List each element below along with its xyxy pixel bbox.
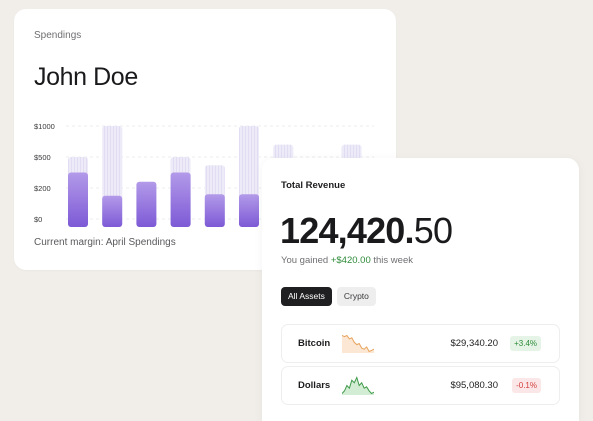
revenue-amount-decimal: 50 <box>413 210 453 251</box>
change-badge: -0.1% <box>512 378 541 393</box>
gain-prefix: You gained <box>281 255 331 266</box>
gain-suffix: this week <box>370 255 413 266</box>
revenue-title: Total Revenue <box>281 180 346 191</box>
y-tick-label: $200 <box>34 184 51 193</box>
asset-tabs: All Assets Crypto <box>281 287 376 306</box>
spendings-card: Spendings John Doe $1000 $500 $200 $0 Curre… <box>14 9 396 270</box>
current-bar <box>136 181 157 227</box>
tab-all-assets[interactable]: All Assets <box>281 287 332 306</box>
gain-value: +$420.00 <box>330 255 371 266</box>
sparkline-area <box>342 377 374 395</box>
revenue-amount-integer: 124,420. <box>280 210 415 251</box>
revenue-amount: 124,420.50 <box>280 210 453 252</box>
weekly-gain-text: You gained +$420.00 this week <box>281 255 413 266</box>
user-name: John Doe <box>34 63 138 91</box>
asset-row-dollars[interactable]: Dollars $95,080.30 -0.1% <box>281 366 560 405</box>
bitcoin-sparkline <box>342 334 374 353</box>
dollars-sparkline <box>342 376 374 395</box>
current-bar <box>170 172 191 227</box>
asset-name: Bitcoin <box>298 338 331 349</box>
revenue-card: Total Revenue 124,420.50 You gained +$42… <box>262 158 579 421</box>
current-bar <box>204 194 225 227</box>
y-tick-label: $500 <box>34 153 51 162</box>
tab-crypto[interactable]: Crypto <box>336 287 376 306</box>
y-axis-ticks: $1000 $500 $200 $0 <box>34 122 55 224</box>
sparkline-line <box>342 376 374 395</box>
y-tick-label: $1000 <box>34 122 55 131</box>
current-bar <box>239 194 259 227</box>
current-margin-label: Current margin: April Spendings <box>34 237 176 248</box>
asset-row-bitcoin[interactable]: Bitcoin $29,340.20 +3.4% <box>281 324 560 363</box>
y-tick-label: $0 <box>34 215 42 224</box>
spendings-label: Spendings <box>34 30 82 41</box>
sparkline-line <box>342 334 374 353</box>
change-badge: +3.4% <box>510 336 541 351</box>
asset-name: Dollars <box>298 380 331 391</box>
current-bar <box>102 195 123 227</box>
asset-value: $95,080.30 <box>450 380 498 391</box>
asset-value: $29,340.20 <box>450 338 498 349</box>
current-bar <box>68 172 88 227</box>
